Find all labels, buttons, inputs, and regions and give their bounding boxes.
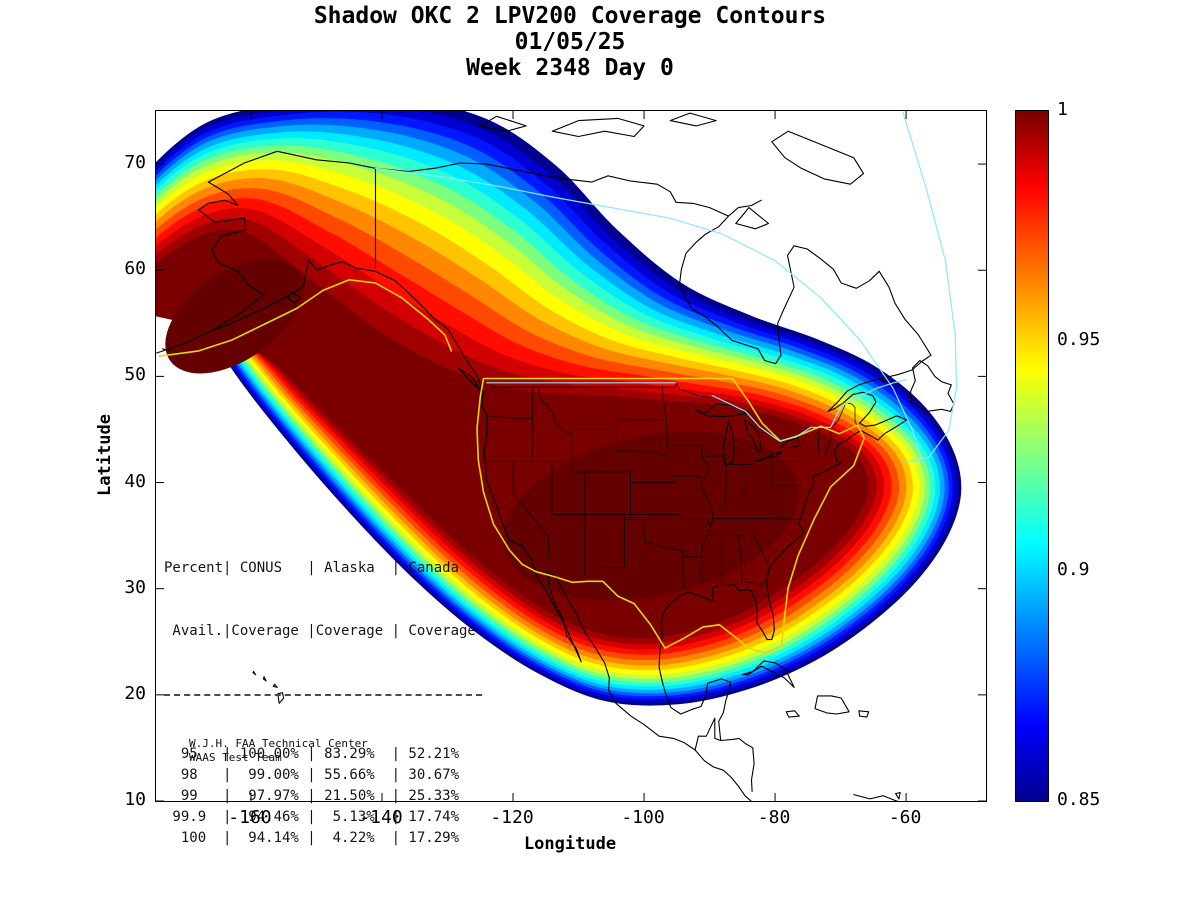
y-tick-label: 70 <box>124 152 146 174</box>
colorbar-tick-label: 0.85 <box>1057 789 1101 810</box>
credit-line-1: W.J.H. FAA Technical Center <box>189 737 368 750</box>
colorbar <box>1015 110 1049 802</box>
x-tick-label: -140 <box>359 807 403 828</box>
y-tick-label: 40 <box>124 470 146 492</box>
coverage-contour-map <box>156 111 986 801</box>
table-row: 100 | 94.14% | 4.22% | 17.29% <box>164 830 460 846</box>
colorbar-tick-label: 0.9 <box>1057 559 1090 580</box>
table-row: 99 | 97.97% | 21.50% | 25.33% <box>164 788 460 804</box>
y-tick-label: 60 <box>124 258 146 280</box>
table-row: 98 | 99.00% | 55.66% | 30.67% <box>164 767 460 783</box>
y-tick-label: 30 <box>124 576 146 598</box>
y-tick-label: 20 <box>124 682 146 704</box>
colorbar-tick-label: 0.95 <box>1057 329 1101 350</box>
credit-note: W.J.H. FAA Technical Center WAAS Test Te… <box>189 737 368 765</box>
table-header-1: Percent| CONUS | Alaska | Canada <box>164 560 460 576</box>
table-body: 95 | 100.00% | 83.29% | 52.21% 98 | 99.0… <box>164 744 482 849</box>
y-tick-label: 10 <box>124 789 146 810</box>
table-separator <box>164 684 482 696</box>
table-row: 99.9 | 94.46% | 5.13% | 17.74% <box>164 809 460 825</box>
x-tick-label: -60 <box>888 807 922 828</box>
coverage-table: Percent| CONUS | Alaska | Canada Avail.|… <box>164 516 482 891</box>
x-tick-label: -160 <box>228 807 272 828</box>
chart-title: Shadow OKC 2 LPV200 Coverage Contours 01… <box>155 3 985 81</box>
x-axis-label: Longitude <box>523 834 617 854</box>
x-tick-label: -120 <box>490 807 534 828</box>
title-line-2: 01/05/25 <box>514 29 626 55</box>
title-line-3: Week 2348 Day 0 <box>466 55 674 81</box>
x-tick-label: -100 <box>621 807 665 828</box>
credit-line-2: WAAS Test Team <box>189 751 282 764</box>
y-tick-label: 50 <box>124 364 146 386</box>
table-header-2: Avail.|Coverage |Coverage | Coverage <box>164 623 476 639</box>
x-tick-label: -80 <box>757 807 791 828</box>
y-axis-label: Latitude <box>95 414 115 496</box>
title-line-1: Shadow OKC 2 LPV200 Coverage Contours <box>313 3 827 29</box>
plot-area: Percent| CONUS | Alaska | Canada Avail.|… <box>155 110 987 846</box>
table-row: 95 | 100.00% | 83.29% | 52.21% <box>164 746 460 762</box>
colorbar-tick-label: 1 <box>1057 99 1068 120</box>
